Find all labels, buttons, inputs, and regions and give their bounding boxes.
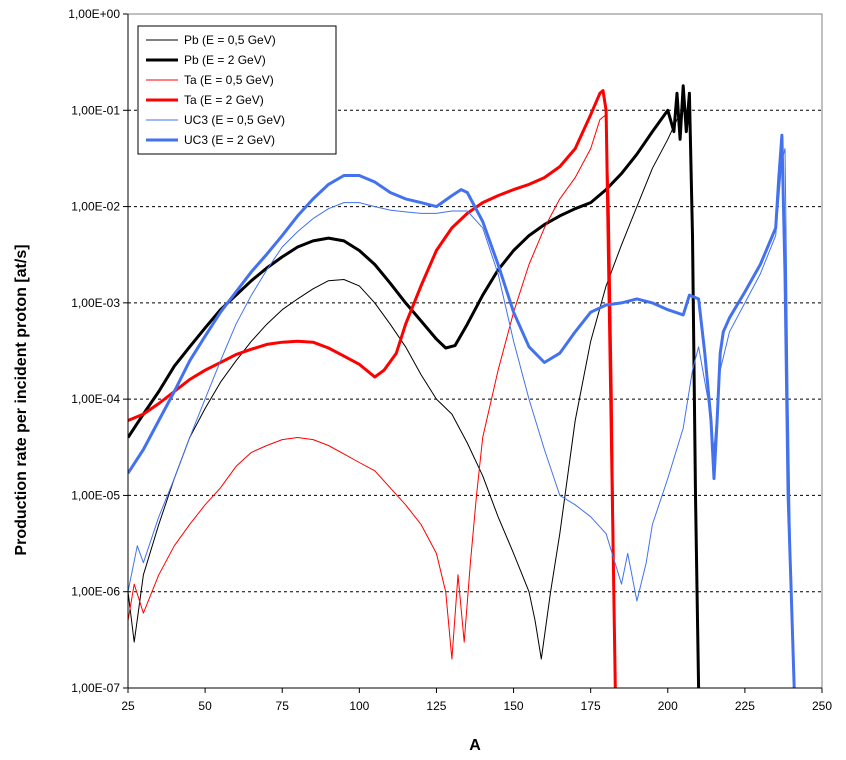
legend: Pb (E = 0,5 GeV) Pb (E = 2 GeV) Ta (E = 0,… [137,25,337,155]
y-tick-label: 1,00E-07 [71,681,120,695]
y-axis-title: Production rate per incident proton [at/… [13,244,30,555]
x-tick-label: 250 [812,699,832,713]
series-line-2 [128,114,616,688]
series-line-5 [128,133,796,688]
y-tick-label: 1,00E+00 [68,7,120,21]
x-tick-label: 200 [658,699,678,713]
y-tick-label: 1,00E-02 [71,200,120,214]
series-line-1 [128,84,701,688]
x-tick-label: 175 [581,699,601,713]
axes [123,13,823,693]
x-tick-label: 75 [276,699,290,713]
series-line-0 [128,109,700,688]
y-tick-label: 1,00E-03 [71,296,120,310]
x-tick-label: 100 [349,699,369,713]
y-tick-label: 1,00E-04 [71,392,120,406]
legend-label: UC3 (E = 2 GeV) [184,133,275,147]
x-tick-label: 50 [198,699,212,713]
x-axis-title: A [469,737,481,754]
legend-label: Ta (E = 0,5 GeV) [184,73,274,87]
x-tick-label: 125 [426,699,446,713]
y-tick-label: 1,00E-05 [71,488,120,502]
x-tick-label: 150 [504,699,524,713]
series-lines [128,84,796,688]
y-tick-label: 1,00E-06 [71,585,120,599]
x-tick-labels: 25 50 75 100 125 150 175 200 225 250 [121,699,832,713]
legend-label: Ta (E = 2 GeV) [184,93,264,107]
legend-box [137,25,337,155]
legend-label: UC3 (E = 0,5 GeV) [184,113,285,127]
y-tick-label: 1,00E-01 [71,103,120,117]
series-line-4 [128,148,795,688]
legend-label: Pb (E = 0,5 GeV) [184,33,276,47]
y-tick-labels: 1,00E-07 1,00E-06 1,00E-05 1,00E-04 1,00E-03… [68,7,120,695]
series-line-3 [128,89,617,688]
x-tick-label: 25 [121,699,135,713]
legend-label: Pb (E = 2 GeV) [184,53,266,67]
x-tick-label: 225 [735,699,755,713]
